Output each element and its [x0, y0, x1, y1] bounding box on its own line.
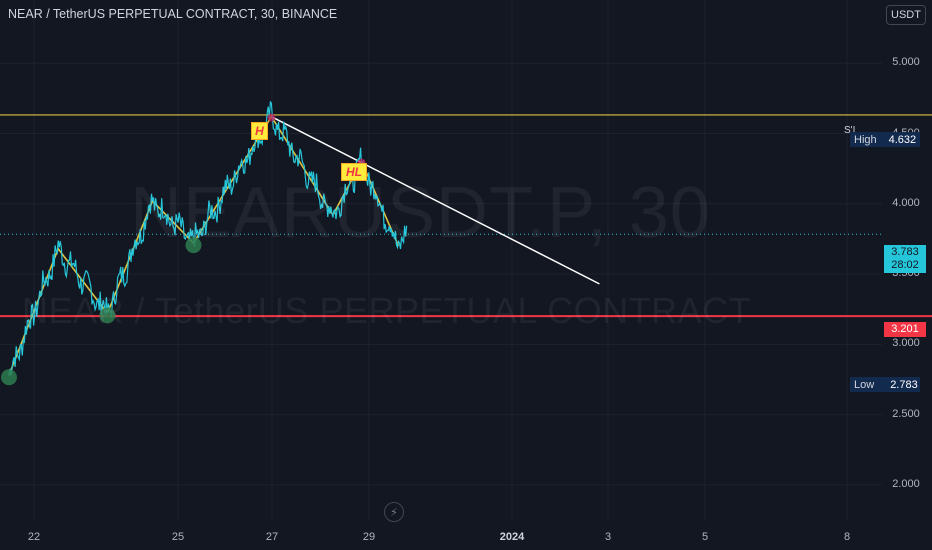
low-price-tag: Low 2.783 [850, 377, 920, 392]
y-tick-label: 2.000 [892, 477, 920, 490]
head-label[interactable]: H [251, 122, 268, 140]
chart-title: NEAR / TetherUS PERPETUAL CONTRACT, 30, … [8, 7, 338, 21]
trendline-layer [271, 115, 600, 285]
x-tick-label: 5 [701, 531, 709, 543]
x-tick-label: 3 [604, 531, 612, 543]
price-series-layer [8, 101, 408, 376]
y-tick-label: 4.000 [892, 196, 920, 209]
description-watermark: NEAR / TetherUS PERPETUAL CONTRACT [22, 290, 752, 331]
symbol-watermark: NEARUSDT.P, 30 [130, 173, 711, 253]
x-tick-label: 22 [27, 531, 41, 543]
last-price-tag: 3.783 28:02 [884, 245, 926, 273]
low-value: 2.783 [890, 378, 918, 391]
chart-grid [0, 0, 882, 520]
pivot-low-marker [185, 237, 202, 254]
high-value: 4.632 [888, 133, 917, 146]
pivot-low-marker [1, 369, 17, 386]
x-tick-label: 8 [843, 531, 851, 543]
last-price-value: 3.783 [891, 246, 919, 258]
pivot-markers-layer [1, 113, 366, 386]
support-price-tag: 3.201 [884, 322, 926, 337]
higher-low-label[interactable]: HL [341, 163, 367, 181]
x-tick-label: 29 [362, 531, 376, 543]
y-tick-label: 5.000 [892, 56, 920, 69]
pivot-high-marker [267, 113, 276, 122]
bar-countdown: 28:02 [891, 259, 919, 271]
price-line [8, 101, 408, 376]
high-label: High [854, 133, 877, 146]
currency-button[interactable]: USDT [886, 5, 926, 25]
y-tick-label: 3.000 [892, 337, 920, 350]
x-tick-label: 2024 [499, 531, 525, 543]
low-label: Low [854, 378, 875, 391]
high-price-tag: High 4.632 [850, 132, 920, 147]
pivot-low-marker [99, 307, 116, 324]
lightning-icon[interactable]: ⚡ [384, 502, 404, 522]
x-tick-label: 25 [171, 531, 185, 543]
horizontal-levels [0, 114, 932, 318]
level-label-stub: S'I [844, 125, 856, 136]
trendline [271, 115, 600, 285]
x-tick-label: 27 [265, 531, 279, 543]
y-tick-label: 2.500 [892, 407, 920, 420]
